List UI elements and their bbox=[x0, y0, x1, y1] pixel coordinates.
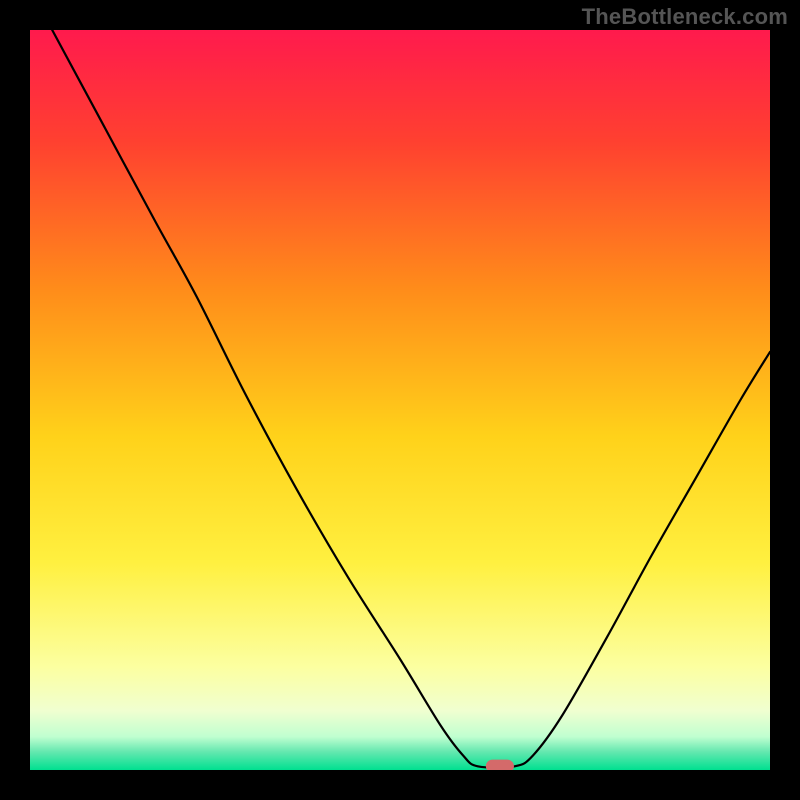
watermark-text: TheBottleneck.com bbox=[582, 4, 788, 30]
plot-area bbox=[30, 30, 770, 770]
optimal-marker bbox=[486, 760, 514, 770]
bottleneck-chart bbox=[30, 30, 770, 770]
chart-frame: TheBottleneck.com bbox=[0, 0, 800, 800]
